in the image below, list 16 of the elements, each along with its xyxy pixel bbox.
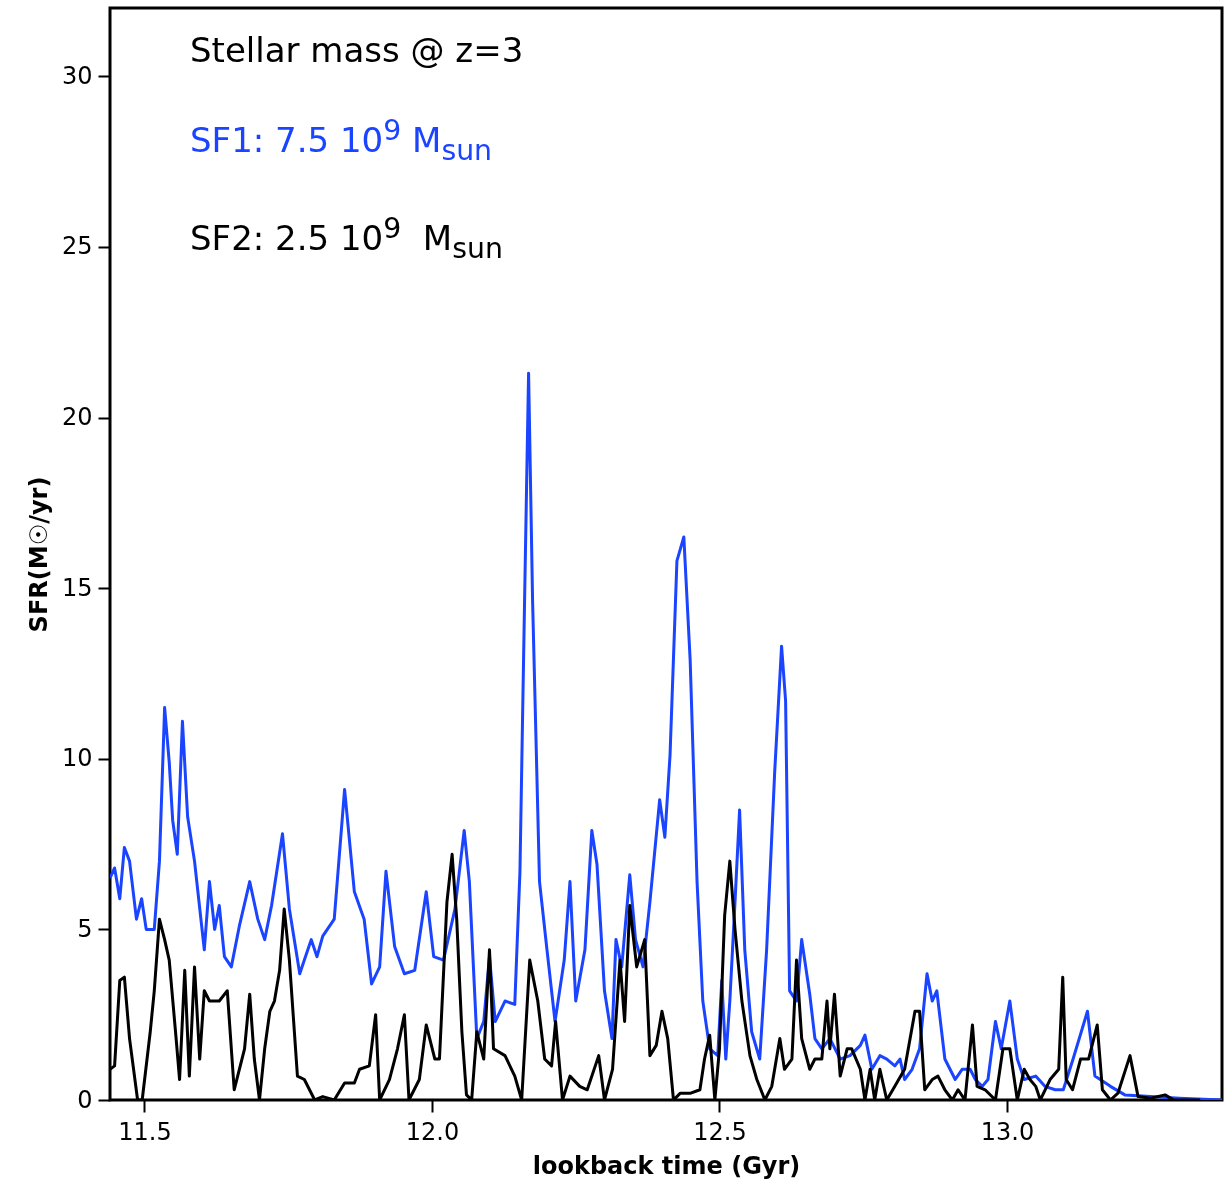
x-axis-title: lookback time (Gyr): [532, 1151, 801, 1180]
x-tick-label: 12.5: [693, 1117, 747, 1146]
x-tick-label: 11.5: [118, 1117, 172, 1146]
text: SF1: 7.5 10$^{9}$ M$_{sun}$: [190, 114, 494, 168]
y-tick-label: 25: [61, 232, 93, 261]
y-tick-label: 10: [61, 744, 93, 773]
y-tick-label: 5: [77, 914, 93, 943]
x-tick-label: 12.0: [405, 1117, 460, 1146]
annotation: Stellar mass @ z=3: [190, 30, 524, 70]
y-tick-label: 15: [61, 573, 93, 602]
y-axis-title: SFR(M☉/yr): [24, 476, 53, 633]
y-tick-label: 20: [61, 403, 93, 431]
y-tick-label: 30: [61, 61, 93, 90]
text: SF2: 2.5 10$^{9}$ M$_{sun}$: [190, 212, 504, 266]
x-tick-label: 13.0: [980, 1117, 1035, 1146]
y-tick-label: 0: [77, 1085, 93, 1114]
